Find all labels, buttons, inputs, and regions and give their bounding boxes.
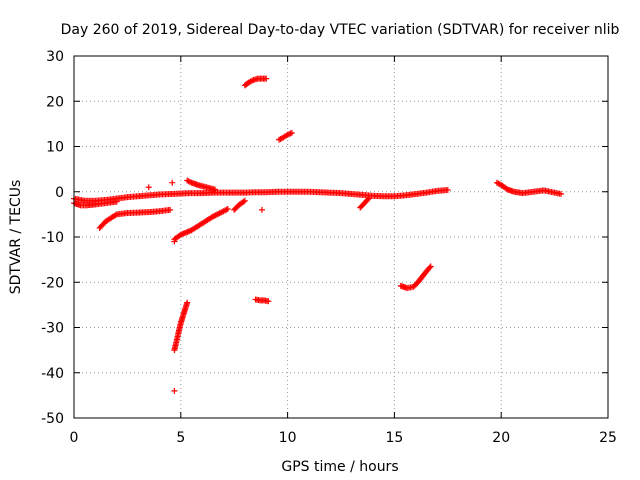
series-11 [357, 195, 372, 211]
x-tick-label: 15 [385, 430, 403, 446]
data-point-fill [216, 210, 223, 217]
data-point-fill [112, 212, 119, 219]
data-point [211, 186, 218, 193]
data-point [427, 263, 434, 270]
data-point-fill [213, 211, 220, 218]
series-6 [145, 179, 265, 394]
data-point-fill [212, 212, 219, 219]
data-point [558, 191, 565, 198]
x-axis-label: GPS time / hours [281, 459, 398, 475]
y-tick-label: -40 [41, 366, 64, 382]
series-3 [171, 205, 231, 243]
chart-title: Day 260 of 2019, Sidereal Day-to-day VTE… [61, 22, 620, 38]
data-point [365, 195, 372, 202]
data-point [224, 205, 231, 212]
y-tick-label: 10 [46, 140, 64, 156]
series-7 [241, 75, 270, 89]
series-0 [71, 186, 451, 204]
data-point-fill [215, 210, 222, 217]
series-2 [96, 206, 174, 231]
data-point [171, 387, 178, 394]
series-4 [231, 197, 248, 213]
series-5 [171, 299, 191, 354]
data-point-fill [240, 198, 247, 205]
y-tick-label: 0 [55, 185, 64, 201]
y-tick-label: 20 [46, 94, 64, 110]
data-point [171, 238, 178, 245]
data-point [113, 198, 120, 205]
y-axis-label: SDTVAR / TECUs [8, 180, 24, 295]
data-point-fill [211, 212, 218, 219]
data-point [265, 298, 272, 305]
series-13 [493, 179, 565, 198]
x-tick-label: 10 [279, 430, 297, 446]
data-point [444, 186, 451, 193]
data-point-fill [364, 196, 371, 203]
x-tick-label: 25 [599, 430, 617, 446]
data-point [258, 206, 265, 213]
data-point [184, 299, 191, 306]
plot-area [71, 75, 565, 394]
data-point [169, 179, 176, 186]
y-tick-label: -10 [41, 230, 64, 246]
y-tick-label: -20 [41, 275, 64, 291]
series-12 [184, 177, 218, 193]
data-point [167, 206, 174, 213]
data-point [263, 75, 270, 82]
axis-ticks: 0 5 10 15 20 25 -50 -40 -30 -20 -10 0 10 20 30 [41, 49, 617, 446]
data-point [209, 213, 216, 220]
data-point-fill [426, 264, 433, 271]
series-8 [276, 129, 295, 143]
data-point [145, 184, 152, 191]
x-tick-label: 5 [176, 430, 185, 446]
y-tick-label: 30 [46, 49, 64, 65]
data-point [288, 129, 295, 136]
series-1 [71, 198, 120, 209]
series-10 [397, 263, 434, 292]
y-tick-label: -30 [41, 321, 64, 337]
x-tick-label: 20 [492, 430, 510, 446]
y-tick-label: -50 [41, 411, 64, 427]
x-tick-label: 0 [70, 430, 79, 446]
data-point [241, 197, 248, 204]
series-9 [252, 296, 272, 305]
data-point-fill [217, 209, 224, 216]
